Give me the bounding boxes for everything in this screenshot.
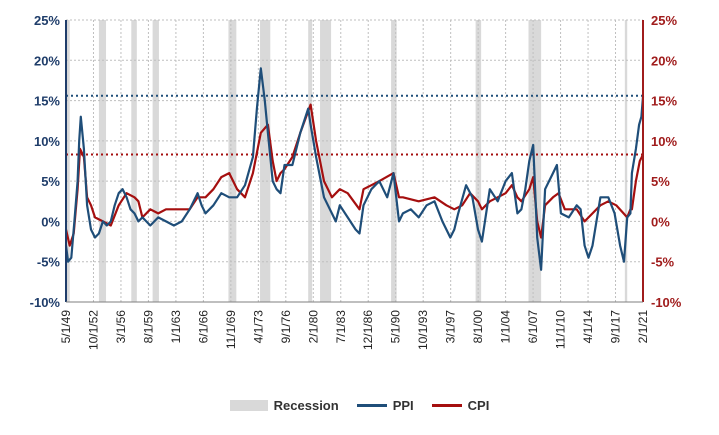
legend-item-recession: Recession [229,397,339,413]
x-tick-label: 10/1/93 [416,310,430,350]
recession-band-0 [66,20,70,302]
x-tick-label: 8/1/00 [471,310,485,344]
y-tick-label-right: 20% [651,53,677,68]
legend-label-recession: Recession [273,397,339,413]
recession-band-3 [152,20,159,302]
y-tick-label-left: -10% [30,295,61,310]
x-tick-label: 9/1/76 [279,310,293,344]
y-tick-label-left: 15% [34,94,60,109]
y-tick-label-left: 20% [34,53,60,68]
recession-band-8 [391,20,397,302]
legend-item-ppi: PPI [356,397,414,413]
y-tick-label-left: 10% [34,134,60,149]
x-tick-label: 6/1/07 [526,310,540,344]
x-tick-label: 4/1/73 [251,310,265,344]
x-tick-label: 1/1/63 [169,310,183,344]
legend-item-cpi: CPI [431,397,490,413]
recession-band-7 [320,20,332,302]
x-tick-label: 6/1/66 [196,310,210,344]
x-tick-label: 7/1/83 [334,310,348,344]
legend: Recession PPI CPI [0,394,719,416]
x-tick-label: 3/1/97 [444,310,458,344]
y-tick-label-right: -10% [651,295,682,310]
y-tick-label-right: 10% [651,134,677,149]
legend-swatch-recession [229,399,268,411]
x-tick-label: 11/1/10 [554,310,568,349]
x-tick-label: 9/1/17 [609,310,623,344]
x-tick-label: 11/1/69 [224,310,238,349]
x-tick-label: 5/1/90 [389,310,403,344]
x-tick-label: 2/1/21 [636,310,650,344]
y-tick-label-right: 15% [651,94,677,109]
recession-band-2 [131,20,137,302]
x-tick-label: 2/1/80 [306,310,320,344]
recession-band-6 [308,20,313,302]
y-tick-label-left: 0% [41,214,60,229]
legend-label-cpi: CPI [467,397,490,413]
y-tick-label-left: 25% [34,13,60,28]
recession-band-11 [624,20,628,302]
legend-swatch-cpi [431,403,462,407]
legend-swatch-ppi [356,403,387,407]
legend-label-ppi: PPI [392,397,414,413]
y-tick-label-left: -5% [37,255,61,270]
ppi-cpi-chart: 25% 20% 15% 10% 5% 0% -5% -10% 25% 20% 15% 10% 5% 0% -… [30,13,682,350]
y-tick-label-right: -5% [651,255,675,270]
x-tick-label: 1/1/04 [499,310,513,344]
x-tick-label: 8/1/59 [141,310,155,344]
x-tick-label: 12/1/86 [361,310,375,350]
x-tick-label: 5/1/49 [59,310,73,344]
x-tick-label: 3/1/56 [114,310,128,344]
recession-band-5 [260,20,271,302]
y-tick-label-right: 5% [651,174,670,189]
recession-band-1 [98,20,107,302]
y-tick-label-right: 25% [651,13,677,28]
y-tick-label-left: 5% [41,174,60,189]
series-line-cpi [64,103,644,247]
series-line-ppi [64,67,645,271]
y-tick-label-right: 0% [651,214,670,229]
x-tick-label: 4/1/14 [581,310,595,344]
recession-band-4 [228,20,237,302]
x-tick-label: 10/1/52 [86,310,100,350]
